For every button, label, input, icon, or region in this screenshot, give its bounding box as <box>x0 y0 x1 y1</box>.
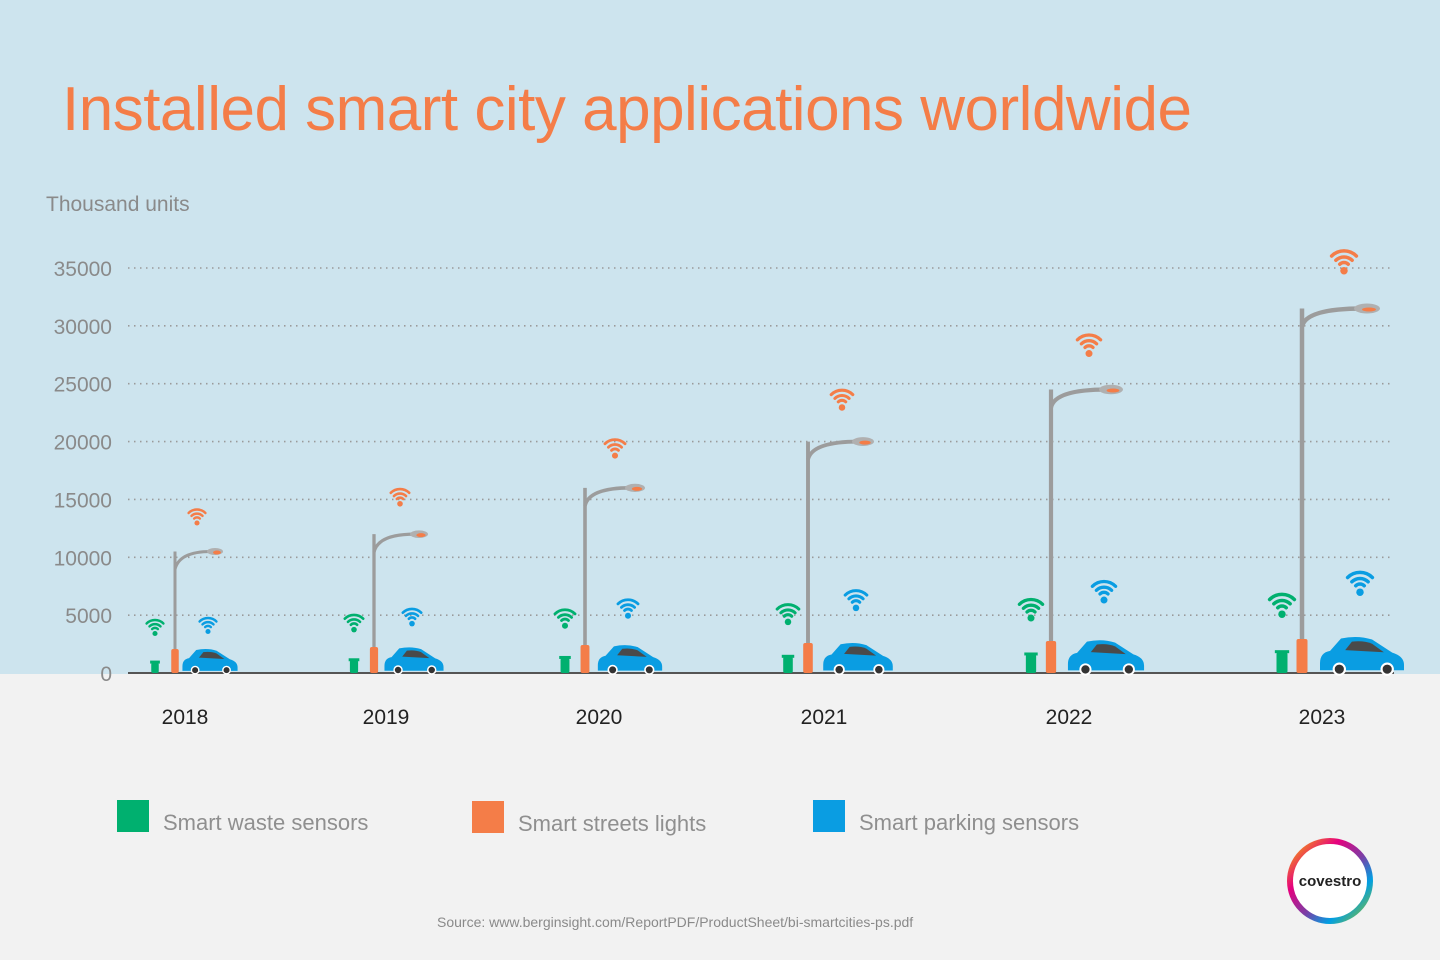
bar-light-base-2019 <box>369 647 379 673</box>
arm-light-2018 <box>173 550 212 570</box>
x-tick-label-2023: 2023 <box>1299 706 1346 729</box>
y-tick-label-30000: 30000 <box>54 316 112 339</box>
arm-light-2020 <box>583 486 632 507</box>
bar-waste-2021 <box>783 656 793 673</box>
x-tick-label-2021: 2021 <box>801 706 848 729</box>
wifi-waste-2020 <box>553 608 577 629</box>
wifi-parking-2020 <box>616 598 640 619</box>
wifi-waste-2021 <box>775 603 801 626</box>
legend-label-waste: Smart waste sensors <box>163 810 369 835</box>
wifi-light-2020 <box>603 438 627 459</box>
wifi-waste-2018 <box>145 618 165 637</box>
bar-light-base-2020 <box>580 645 590 673</box>
bar-waste-2023 <box>1276 652 1288 673</box>
wifi-parking-2023 <box>1345 570 1375 596</box>
bar-waste-2020 <box>560 657 570 673</box>
wifi-light-2018 <box>187 508 207 526</box>
y-tick-label-0: 0 <box>100 663 112 686</box>
bar-waste-lid-2023 <box>1274 650 1290 654</box>
wifi-waste-2022 <box>1017 597 1045 622</box>
covestro-logo: covestro <box>1287 838 1373 924</box>
legend-label-lights: Smart streets lights <box>518 811 707 836</box>
source-note: Source: www.berginsight.com/ReportPDF/Pr… <box>437 914 914 930</box>
bar-light-base-2021 <box>803 643 813 673</box>
legend-item-parking: Smart parking sensors <box>813 796 1079 836</box>
y-tick-label-10000: 10000 <box>54 547 112 570</box>
bar-waste-lid-2022 <box>1024 652 1038 656</box>
bar-waste-lid-2020 <box>559 655 571 659</box>
car-parking-2023 <box>1320 636 1404 676</box>
lamp-glow-2021 <box>859 440 871 445</box>
car-parking-2018 <box>182 648 238 675</box>
y-tick-label-25000: 25000 <box>54 374 112 397</box>
x-tick-label-2022: 2022 <box>1046 706 1093 729</box>
lamp-glow-2020 <box>631 486 643 491</box>
bar-waste-2019 <box>349 660 359 673</box>
arm-light-2019 <box>372 532 416 553</box>
car-parking-2021 <box>823 642 893 676</box>
bar-waste-2018 <box>151 662 159 673</box>
logo-text: covestro <box>1299 873 1362 890</box>
legend-item-waste: Smart waste sensors <box>117 796 368 836</box>
bar-waste-lid-2018 <box>150 660 160 664</box>
legend-item-lights: Smart streets lights <box>472 797 706 837</box>
wifi-light-2019 <box>389 487 411 507</box>
car-parking-2020 <box>597 645 663 675</box>
wifi-light-2023 <box>1329 249 1359 275</box>
bar-waste-lid-2019 <box>348 658 360 662</box>
x-tick-label-2019: 2019 <box>363 706 410 729</box>
y-tick-label-5000: 5000 <box>65 605 112 628</box>
y-tick-label-15000: 15000 <box>54 489 112 512</box>
lamp-glow-2019 <box>416 533 426 538</box>
wifi-waste-2019 <box>343 613 365 633</box>
plot-background <box>0 0 1440 674</box>
wifi-parking-2022 <box>1090 579 1118 604</box>
wifi-parking-2021 <box>843 589 869 612</box>
car-parking-2022 <box>1067 640 1145 676</box>
legend-swatch-lights <box>472 801 504 833</box>
lamp-glow-2023 <box>1362 307 1376 312</box>
wifi-waste-2023 <box>1267 592 1297 618</box>
bar-light-base-2018 <box>171 649 179 673</box>
legend-swatch-parking <box>813 800 845 832</box>
x-tick-label-2018: 2018 <box>162 706 209 729</box>
bar-waste-2022 <box>1025 654 1037 673</box>
arm-light-2021 <box>806 439 860 461</box>
arm-light-2023 <box>1299 306 1364 328</box>
wifi-parking-2018 <box>198 616 218 635</box>
bar-light-base-2022 <box>1045 641 1057 673</box>
legend-swatch-waste <box>117 800 149 832</box>
bar-light-base-2023 <box>1296 639 1308 673</box>
lamp-glow-2018 <box>213 550 221 555</box>
x-tick-label-2020: 2020 <box>576 706 623 729</box>
lamp-glow-2022 <box>1106 388 1120 393</box>
wifi-light-2022 <box>1075 333 1103 358</box>
y-tick-label-35000: 35000 <box>54 258 112 281</box>
chart-title: Installed smart city applications worldw… <box>62 75 1192 144</box>
legend-label-parking: Smart parking sensors <box>859 810 1080 835</box>
arm-light-2022 <box>1048 387 1108 409</box>
wifi-light-2021 <box>829 388 855 411</box>
y-axis-unit-label: Thousand units <box>46 193 190 216</box>
wifi-parking-2019 <box>401 607 423 627</box>
bar-waste-lid-2021 <box>781 654 795 658</box>
car-parking-2019 <box>384 647 444 675</box>
y-tick-label-20000: 20000 <box>54 432 112 455</box>
